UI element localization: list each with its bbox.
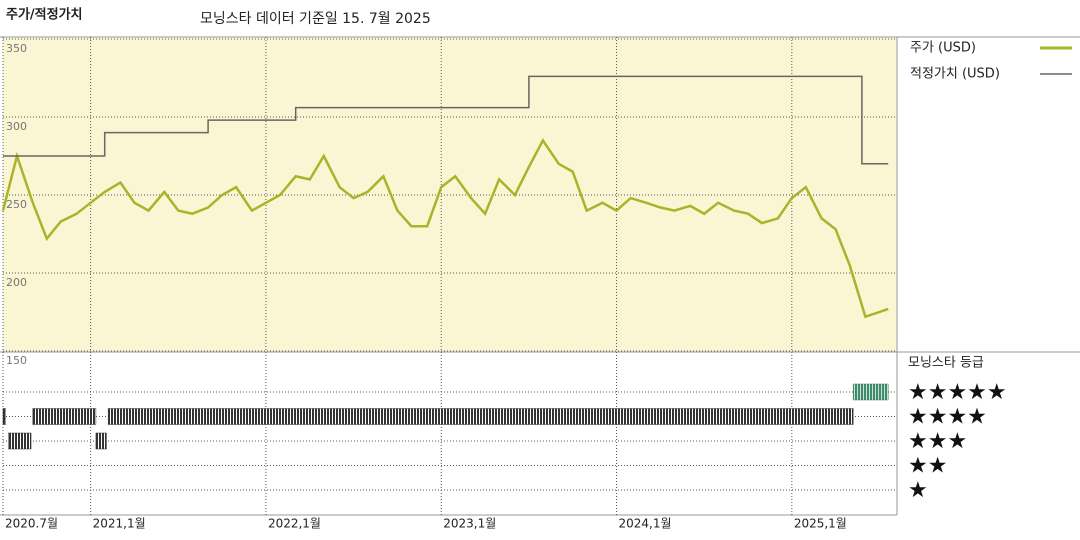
y-tick-label: 150	[6, 354, 27, 367]
rating-level-label: ★★	[908, 454, 947, 479]
y-tick-label: 200	[6, 276, 27, 289]
x-tick-label: 2023,1월	[443, 517, 496, 531]
rating-level-label: ★★★	[908, 429, 967, 454]
rating-level-label: ★	[908, 478, 928, 503]
series-line	[3, 75, 889, 165]
rating-bar	[95, 432, 107, 450]
rating-bar	[852, 383, 889, 401]
rating-level-label: ★★★★	[908, 405, 987, 430]
x-tick-label: 2025,1월	[794, 517, 847, 531]
rating-level-label: ★★★★★	[908, 380, 1007, 405]
y-tick-label: 300	[6, 120, 27, 133]
x-tick-label: 2022,1월	[268, 517, 321, 531]
rating-bar	[2, 408, 6, 425]
chart-title: 주가/적정가치	[6, 7, 83, 23]
rating-title: 모닝스타 등급	[908, 356, 984, 371]
rating-bar	[8, 432, 32, 450]
y-tick-label: 350	[6, 42, 27, 55]
x-tick-label: 2020.7월	[5, 517, 58, 531]
x-tick-label: 2024,1월	[619, 517, 672, 531]
rating-bar	[107, 408, 854, 425]
y-tick-label: 250	[6, 198, 27, 211]
series-line	[1, 137, 889, 319]
x-tick-label: 2021,1월	[93, 517, 146, 531]
legend-label: 주가 (USD)	[910, 41, 976, 56]
subtitle: 모닝스타 데이터 기준일 15. 7월 2025	[200, 11, 431, 27]
rating-bar	[32, 408, 97, 425]
legend-label: 적정가치 (USD)	[910, 67, 1000, 82]
